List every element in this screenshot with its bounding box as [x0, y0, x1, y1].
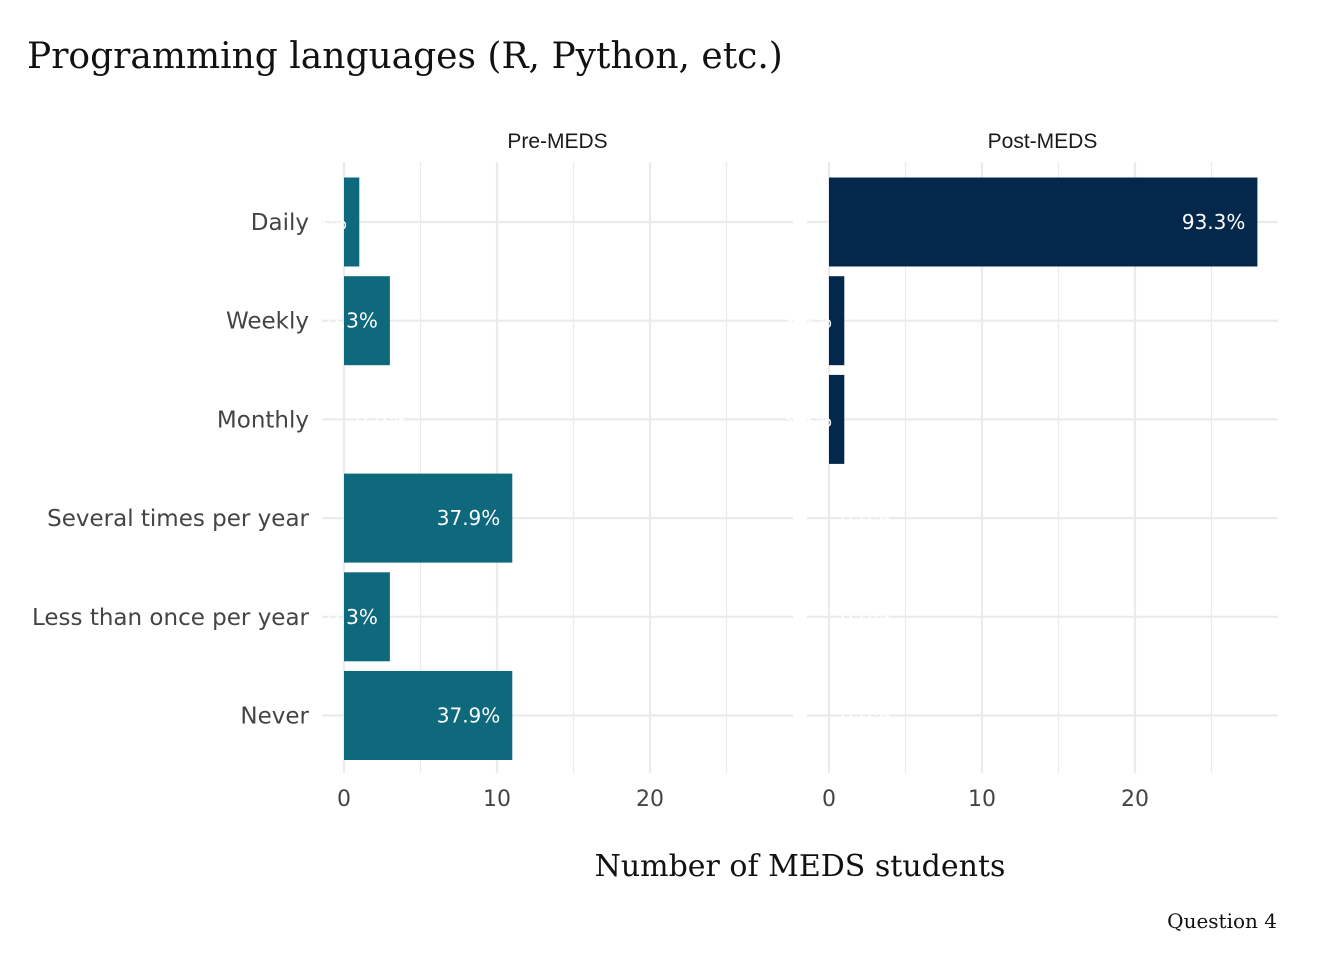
y-category-label: Monthly — [217, 407, 309, 433]
bar-pre-meds-4 — [344, 572, 390, 662]
data-label: 0.0% — [355, 407, 406, 431]
y-category-label: Never — [240, 704, 309, 730]
data-label: 10.3% — [314, 309, 378, 333]
bar-pre-meds-1 — [344, 276, 390, 366]
x-axis-label: Number of MEDS students — [595, 849, 1006, 884]
y-category-label: Several times per year — [47, 506, 309, 532]
bar-pre-meds-0 — [344, 177, 360, 267]
x-tick-label: 0 — [822, 787, 836, 812]
data-label: 0.0% — [840, 506, 891, 530]
x-tick-label: 20 — [1121, 787, 1149, 812]
facet-strip-label: Pre-MEDS — [507, 130, 607, 153]
data-label: 3.3% — [781, 407, 832, 431]
x-tick-label: 0 — [337, 787, 351, 812]
bar-pre-meds-5 — [344, 671, 513, 760]
bar-pre-meds-3 — [344, 473, 513, 563]
data-label: 10.3% — [314, 605, 378, 629]
data-label: 3.3% — [781, 309, 832, 333]
data-label: 3.4% — [296, 210, 347, 234]
x-tick-label: 10 — [483, 787, 511, 812]
y-category-label: Weekly — [226, 309, 309, 335]
y-category-label: Less than once per year — [32, 605, 310, 631]
bar-post-meds-1 — [829, 276, 845, 366]
data-label: 0.0% — [840, 704, 891, 728]
chart-title: Programming languages (R, Python, etc.) — [27, 36, 783, 77]
data-label: 0.0% — [840, 605, 891, 629]
x-tick-label: 10 — [968, 787, 996, 812]
bar-post-meds-0 — [829, 177, 1258, 267]
caption: Question 4 — [1167, 909, 1277, 933]
x-tick-label: 20 — [636, 787, 664, 812]
data-label: 93.3% — [1182, 210, 1246, 234]
data-label: 37.9% — [437, 506, 501, 530]
bar-post-meds-2 — [829, 374, 845, 464]
data-label: 37.9% — [437, 704, 501, 728]
facet-strip-label: Post-MEDS — [988, 130, 1098, 153]
y-category-label: Daily — [251, 210, 309, 236]
